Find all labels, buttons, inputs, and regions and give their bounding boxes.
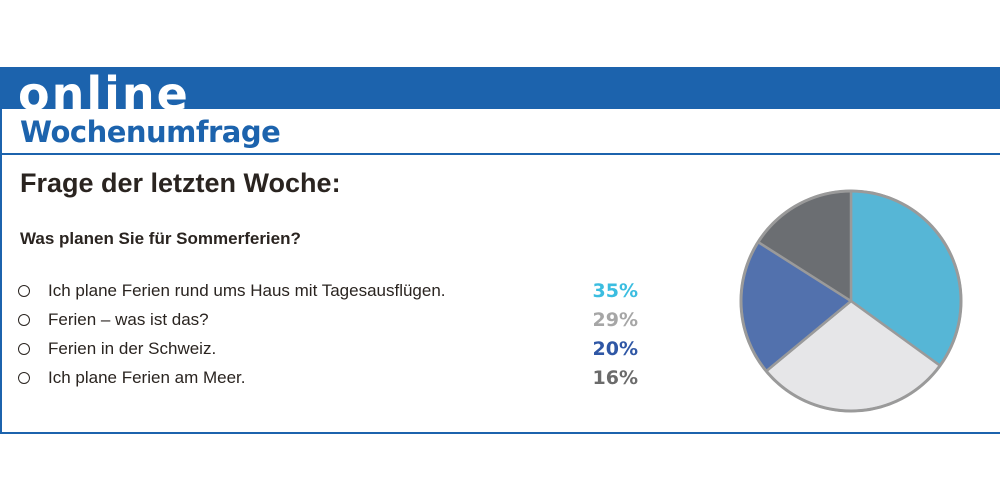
radio-icon[interactable]	[18, 285, 30, 297]
poll-heading: Frage der letzten Woche:	[20, 168, 341, 198]
online-banner: online	[0, 67, 1000, 109]
answer-label: Ferien in der Schweiz.	[48, 339, 217, 358]
pie-chart-container	[735, 185, 967, 417]
answer-option[interactable]: Ferien in der Schweiz. 20%	[18, 336, 658, 365]
banner-text: online	[18, 67, 190, 109]
answer-option[interactable]: Ich plane Ferien am Meer. 16%	[18, 365, 658, 394]
answer-option[interactable]: Ferien – was ist das? 29%	[18, 307, 658, 336]
answer-percent: 16%	[592, 367, 638, 389]
answer-percent: 35%	[592, 280, 638, 302]
pie-chart	[739, 189, 963, 413]
pie-outline	[739, 189, 963, 413]
section-title: Wochenumfrage	[20, 115, 281, 149]
answer-percent: 20%	[592, 338, 638, 360]
answer-label: Ich plane Ferien rund ums Haus mit Tages…	[48, 281, 446, 300]
radio-icon[interactable]	[18, 343, 30, 355]
answer-list: Ich plane Ferien rund ums Haus mit Tages…	[18, 278, 658, 394]
answer-label: Ferien – was ist das?	[48, 310, 209, 329]
answer-option[interactable]: Ich plane Ferien rund ums Haus mit Tages…	[18, 278, 658, 307]
radio-icon[interactable]	[18, 372, 30, 384]
radio-icon[interactable]	[18, 314, 30, 326]
divider	[2, 153, 1000, 155]
answer-percent: 29%	[592, 309, 638, 331]
answer-label: Ich plane Ferien am Meer.	[48, 368, 246, 387]
poll-question: Was planen Sie für Sommerferien?	[20, 229, 301, 248]
poll-panel	[0, 67, 1000, 434]
